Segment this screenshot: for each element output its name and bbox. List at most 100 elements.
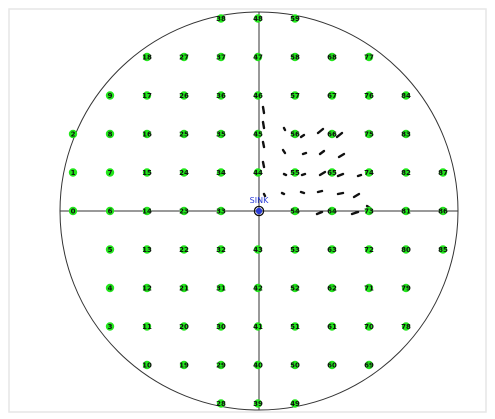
node-marker xyxy=(179,168,189,177)
sensor-node-72[interactable]: 72 xyxy=(364,245,374,254)
sensor-node-7[interactable]: 7 xyxy=(105,168,115,177)
sensor-node-13[interactable]: 13 xyxy=(142,245,152,254)
sensor-node-84[interactable]: 84 xyxy=(401,91,411,100)
sensor-node-43[interactable]: 43 xyxy=(253,245,263,254)
sensor-node-15[interactable]: 15 xyxy=(142,168,152,177)
sensor-node-79[interactable]: 79 xyxy=(401,283,411,293)
sensor-node-69[interactable]: 69 xyxy=(364,360,374,370)
sensor-node-64[interactable]: 64 xyxy=(327,206,337,216)
node-label: 42 xyxy=(253,285,263,293)
sensor-node-39[interactable]: 39 xyxy=(253,399,263,408)
node-label: 85 xyxy=(438,246,448,254)
sensor-node-50[interactable]: 50 xyxy=(290,360,300,370)
sensor-node-47[interactable]: 47 xyxy=(253,52,263,62)
sensor-node-8[interactable]: 8 xyxy=(105,129,115,139)
sensor-node-75[interactable]: 75 xyxy=(364,129,374,139)
sensor-node-42[interactable]: 42 xyxy=(253,283,263,293)
sensor-node-68[interactable]: 68 xyxy=(327,52,337,62)
sensor-node-76[interactable]: 76 xyxy=(364,91,374,100)
node-marker xyxy=(327,206,337,216)
sensor-node-2[interactable]: 2 xyxy=(68,129,78,139)
sensor-node-33[interactable]: 33 xyxy=(216,206,226,216)
sensor-node-70[interactable]: 70 xyxy=(364,322,374,331)
sensor-node-54[interactable]: 54 xyxy=(290,206,300,216)
sensor-node-4[interactable]: 4 xyxy=(105,283,115,293)
sensor-node-17[interactable]: 17 xyxy=(142,91,152,100)
sensor-node-21[interactable]: 21 xyxy=(179,283,189,293)
sensor-node-77[interactable]: 77 xyxy=(364,52,374,62)
sensor-node-83[interactable]: 83 xyxy=(401,129,411,139)
sensor-node-73[interactable]: 73 xyxy=(364,206,374,216)
sensor-node-36[interactable]: 36 xyxy=(216,91,226,100)
sink-node[interactable]: SINK xyxy=(250,196,269,217)
sensor-node-31[interactable]: 31 xyxy=(216,283,226,293)
sensor-node-85[interactable]: 85 xyxy=(438,245,448,254)
sensor-node-22[interactable]: 22 xyxy=(179,245,189,254)
sensor-node-55[interactable]: 55 xyxy=(290,168,300,177)
sensor-node-58[interactable]: 58 xyxy=(290,52,300,62)
sensor-node-82[interactable]: 82 xyxy=(401,168,411,177)
sensor-node-10[interactable]: 10 xyxy=(142,360,152,370)
sensor-node-29[interactable]: 29 xyxy=(216,360,226,370)
sensor-node-40[interactable]: 40 xyxy=(253,360,263,370)
sensor-node-57[interactable]: 57 xyxy=(290,91,300,100)
sensor-node-20[interactable]: 20 xyxy=(179,322,189,331)
sensor-node-25[interactable]: 25 xyxy=(179,129,189,139)
sensor-node-30[interactable]: 30 xyxy=(216,322,226,331)
sensor-node-27[interactable]: 27 xyxy=(179,52,189,62)
sensor-node-41[interactable]: 41 xyxy=(253,322,263,331)
sensor-node-80[interactable]: 80 xyxy=(401,245,411,254)
route-dash xyxy=(335,131,344,139)
sensor-node-78[interactable]: 78 xyxy=(401,322,411,331)
sensor-node-18[interactable]: 18 xyxy=(142,52,152,62)
sensor-node-51[interactable]: 51 xyxy=(290,322,300,331)
sensor-node-46[interactable]: 46 xyxy=(253,91,263,100)
sensor-node-11[interactable]: 11 xyxy=(142,322,152,331)
sensor-node-26[interactable]: 26 xyxy=(179,91,189,100)
sensor-node-34[interactable]: 34 xyxy=(216,168,226,177)
sensor-node-38[interactable]: 38 xyxy=(216,14,226,23)
sensor-node-59[interactable]: 59 xyxy=(290,14,300,23)
sensor-node-37[interactable]: 37 xyxy=(216,52,226,62)
sensor-node-87[interactable]: 87 xyxy=(438,168,448,177)
sensor-node-52[interactable]: 52 xyxy=(290,283,300,293)
sensor-node-48[interactable]: 48 xyxy=(253,14,263,23)
sensor-node-24[interactable]: 24 xyxy=(179,168,189,177)
sensor-node-49[interactable]: 49 xyxy=(290,399,300,408)
sensor-node-60[interactable]: 60 xyxy=(327,360,337,370)
sensor-node-14[interactable]: 14 xyxy=(142,206,152,216)
sensor-node-81[interactable]: 81 xyxy=(401,206,411,216)
sensor-node-56[interactable]: 56 xyxy=(290,129,300,139)
sensor-node-35[interactable]: 35 xyxy=(216,129,226,139)
node-marker xyxy=(142,168,152,177)
sensor-node-3[interactable]: 3 xyxy=(105,322,115,331)
sensor-node-62[interactable]: 62 xyxy=(327,283,337,293)
sensor-node-67[interactable]: 67 xyxy=(327,91,337,100)
sensor-node-12[interactable]: 12 xyxy=(142,283,152,293)
sensor-node-44[interactable]: 44 xyxy=(253,168,263,177)
sensor-node-32[interactable]: 32 xyxy=(216,245,226,254)
sensor-node-74[interactable]: 74 xyxy=(364,168,374,177)
sensor-node-65[interactable]: 65 xyxy=(327,168,337,177)
sensor-node-9[interactable]: 9 xyxy=(105,91,115,100)
sensor-node-19[interactable]: 19 xyxy=(179,360,189,370)
sensor-node-86[interactable]: 86 xyxy=(438,206,448,216)
sensor-node-66[interactable]: 66 xyxy=(327,129,337,139)
sensor-node-53[interactable]: 53 xyxy=(290,245,300,254)
sensor-node-28[interactable]: 28 xyxy=(216,399,226,408)
node-marker xyxy=(364,206,374,216)
sensor-node-0[interactable]: 0 xyxy=(68,206,78,216)
sensor-node-71[interactable]: 71 xyxy=(364,283,374,293)
sensor-node-45[interactable]: 45 xyxy=(253,129,263,139)
node-marker xyxy=(364,283,374,293)
node-marker xyxy=(290,399,300,408)
sensor-node-23[interactable]: 23 xyxy=(179,206,189,216)
sensor-node-5[interactable]: 5 xyxy=(105,245,115,254)
sensor-node-6[interactable]: 6 xyxy=(105,206,115,216)
sensor-node-16[interactable]: 16 xyxy=(142,129,152,139)
sensor-node-1[interactable]: 1 xyxy=(68,168,78,177)
sensor-node-61[interactable]: 61 xyxy=(327,322,337,331)
node-marker xyxy=(364,245,374,254)
node-marker xyxy=(105,322,115,331)
sensor-node-63[interactable]: 63 xyxy=(327,245,337,254)
